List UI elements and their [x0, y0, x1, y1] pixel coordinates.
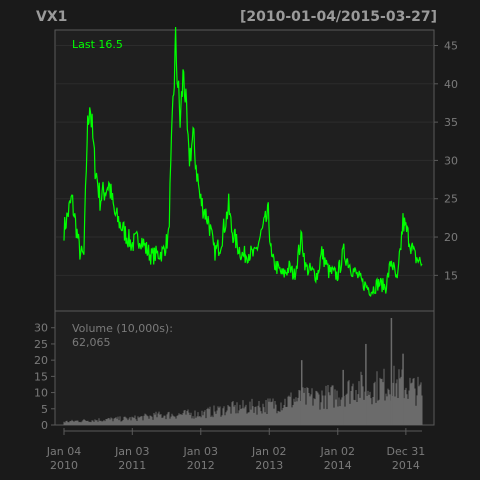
price-tick-label: 25: [444, 193, 458, 206]
volume-label: Volume (10,000s):: [72, 322, 173, 335]
price-tick-label: 45: [444, 39, 458, 52]
volume-tick-label: 0: [41, 419, 48, 432]
price-tick-label: 30: [444, 154, 458, 167]
price-tick-label: 40: [444, 78, 458, 91]
x-tick-label: Jan 04: [46, 445, 81, 458]
x-tick-label: Jan 03: [183, 445, 218, 458]
price-y-axis: 15 20 25 30 35 40 45: [434, 39, 458, 282]
volume-tick-label: 15: [34, 370, 48, 383]
volume-tick-label: 30: [34, 322, 48, 335]
volume-y-axis: 0 5 10 15 20 25 30: [34, 322, 55, 432]
price-tick-label: 20: [444, 231, 458, 244]
x-tick-year: 2012: [187, 459, 215, 472]
last-value-label: Last 16.5: [72, 38, 123, 51]
volume-bars: [63, 318, 423, 425]
volume-tick-label: 5: [41, 403, 48, 416]
x-tick-label: Dec 31: [386, 445, 425, 458]
x-tick-year: 2010: [50, 459, 78, 472]
price-tick-label: 35: [444, 116, 458, 129]
x-tick-year: 2014: [392, 459, 420, 472]
x-tick-label: Jan 02: [320, 445, 355, 458]
price-panel: [54, 29, 435, 312]
x-tick-year: 2014: [324, 459, 352, 472]
x-tick-year: 2013: [255, 459, 283, 472]
x-tick-label: Jan 03: [114, 445, 149, 458]
x-tick-label: Jan 02: [251, 445, 286, 458]
price-grid: [56, 44, 433, 276]
x-tick-year: 2011: [118, 459, 146, 472]
price-tick-label: 15: [444, 269, 458, 282]
chart-title: VX1: [36, 9, 67, 25]
date-range: [2010-01-04/2015-03-27]: [240, 9, 437, 25]
price-line: [63, 26, 423, 297]
volume-tick-label: 20: [34, 354, 48, 367]
volume-tick-label: 10: [34, 387, 48, 400]
volume-last-value: 62,065: [72, 336, 111, 349]
volume-tick-label: 25: [34, 338, 48, 351]
